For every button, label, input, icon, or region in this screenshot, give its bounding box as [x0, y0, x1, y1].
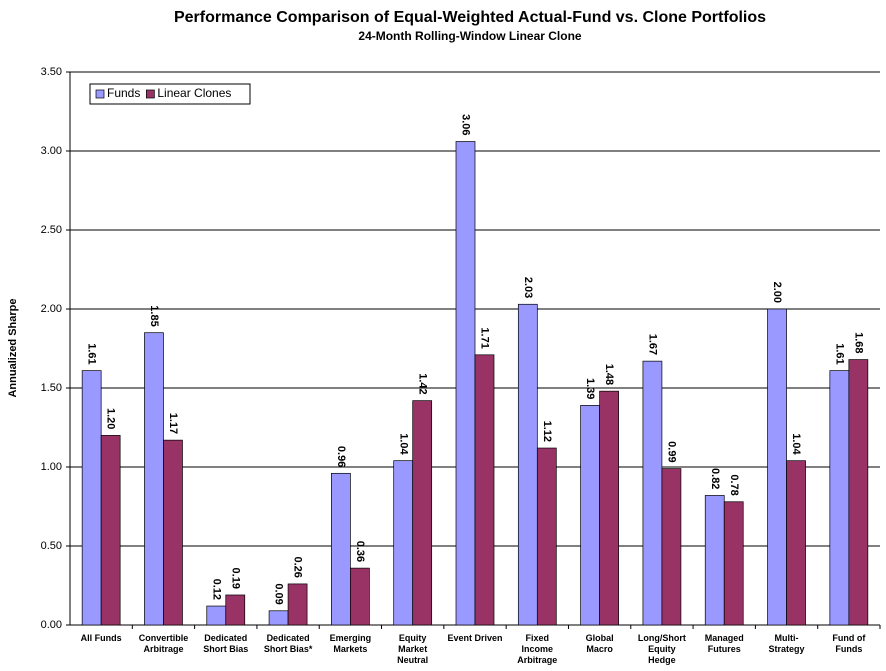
bar [580, 405, 600, 626]
bar [455, 141, 476, 626]
value-label: 1.61 [833, 343, 845, 364]
value-label: 0.78 [728, 474, 740, 495]
value-label: 1.68 [852, 332, 864, 353]
x-tick-label: Dedicated [267, 633, 310, 643]
value-label: 0.82 [709, 468, 721, 489]
value-label: 1.17 [167, 413, 179, 434]
bar [350, 567, 370, 626]
x-tick-label: Short Bias [203, 644, 248, 654]
x-tick-label: Funds [835, 644, 862, 654]
bar [704, 495, 725, 626]
x-tick-label: Equity [399, 633, 427, 643]
bar [100, 435, 121, 626]
bar [848, 359, 869, 626]
value-label: 0.09 [273, 583, 285, 604]
y-axis-label: Annualized Sharpe [7, 298, 19, 397]
chart-subtitle: 24-Month Rolling-Window Linear Clone [358, 29, 582, 43]
value-label: 1.39 [584, 378, 596, 399]
value-label: 0.12 [210, 579, 222, 600]
x-tick-label: Fixed [526, 633, 550, 643]
value-label: 1.48 [603, 364, 615, 385]
bar [642, 360, 663, 626]
y-tick-label: 2.00 [41, 303, 62, 315]
bar [206, 605, 227, 626]
y-tick-label: 0.00 [41, 619, 62, 631]
value-label: 1.12 [541, 421, 553, 442]
legend-label: Linear Clones [157, 86, 231, 100]
x-tick-label: All Funds [81, 633, 122, 643]
y-tick-label: 1.00 [41, 461, 62, 473]
value-label: 1.71 [479, 327, 491, 348]
x-tick-label: Global [586, 633, 614, 643]
value-label: 2.00 [771, 282, 783, 303]
bar [331, 472, 351, 626]
x-tick-label: Income [522, 644, 554, 654]
bar [81, 370, 102, 626]
value-label: 0.36 [354, 541, 366, 562]
x-tick-label: Fund of [832, 633, 866, 643]
bar [393, 460, 414, 626]
x-tick-label: Managed [705, 633, 744, 643]
value-label: 0.99 [666, 441, 678, 462]
x-tick-label: Dedicated [204, 633, 247, 643]
bar [661, 468, 682, 626]
x-tick-label: Emerging [330, 633, 372, 643]
y-tick-label: 1.50 [41, 382, 62, 394]
bar [287, 583, 308, 626]
x-tick-label: Neutral [397, 655, 428, 665]
value-label: 0.19 [229, 568, 241, 589]
y-tick-label: 0.50 [41, 540, 62, 552]
x-tick-label: Markets [333, 644, 367, 654]
bar [144, 332, 164, 626]
value-label: 1.85 [148, 305, 160, 326]
y-tick-label: 2.50 [41, 224, 62, 236]
x-tick-label: Hedge [648, 655, 676, 665]
y-tick-label: 3.50 [41, 66, 62, 78]
value-label: 0.26 [292, 556, 304, 577]
value-label: 1.61 [86, 343, 98, 364]
x-tick-label: Macro [586, 644, 613, 654]
y-tick-label: 3.00 [41, 145, 62, 157]
x-tick-label: Market [398, 644, 427, 654]
value-label: 1.04 [790, 433, 802, 455]
x-tick-label: Equity [648, 644, 676, 654]
bar [723, 501, 744, 626]
bar [767, 308, 787, 626]
bar [268, 610, 289, 626]
legend-box [89, 83, 251, 105]
bar [225, 594, 246, 626]
value-label: 1.42 [416, 373, 428, 394]
value-label: 1.67 [647, 334, 659, 355]
x-tick-label: Long/Short [638, 633, 686, 643]
value-label: 0.96 [335, 446, 347, 467]
bar [412, 400, 433, 626]
value-label: 3.06 [460, 114, 472, 135]
x-tick-label: Strategy [769, 644, 805, 654]
bar [517, 303, 538, 626]
bar [163, 439, 183, 626]
legend: Funds Linear Clones [89, 83, 251, 105]
x-tick-label: Arbitrage [143, 644, 183, 654]
value-label: 2.03 [522, 277, 534, 298]
x-tick-label: Convertible [139, 633, 189, 643]
bar [474, 354, 495, 626]
bar [786, 460, 806, 626]
value-label: 1.04 [397, 433, 409, 455]
x-tick-label: Arbitrage [517, 655, 557, 665]
legend-swatch [146, 89, 155, 99]
legend-swatch [95, 89, 105, 99]
bar [536, 447, 557, 626]
bar [829, 370, 850, 626]
x-tick-label: Short Bias* [264, 644, 313, 654]
legend-label: Funds [107, 86, 140, 100]
x-tick-label: Futures [708, 644, 741, 654]
value-label: 1.20 [105, 408, 117, 429]
bar [599, 390, 619, 626]
x-tick-label: Multi- [775, 633, 799, 643]
chart-title: Performance Comparison of Equal-Weighted… [174, 9, 766, 26]
x-tick-label: Event Driven [447, 633, 502, 643]
